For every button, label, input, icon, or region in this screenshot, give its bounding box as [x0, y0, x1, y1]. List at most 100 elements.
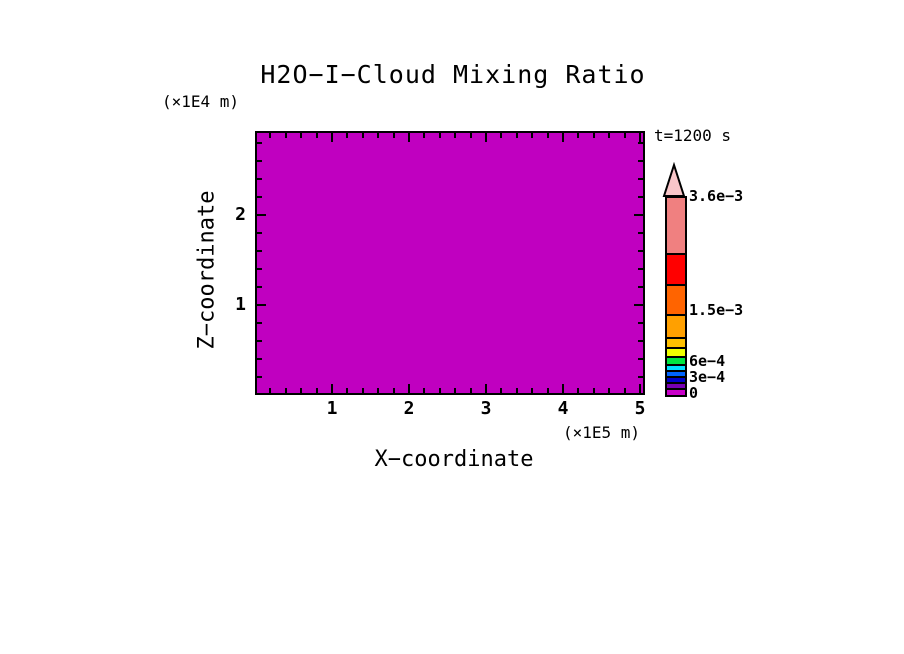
axis-tick: [562, 384, 564, 393]
axis-tick: [257, 232, 262, 234]
axis-tick: [316, 133, 318, 138]
axis-tick: [346, 388, 348, 393]
axis-tick: [257, 376, 262, 378]
colorbar-level-label: 6e−4: [689, 352, 726, 370]
axis-tick: [531, 133, 533, 138]
axis-tick: [638, 268, 643, 270]
axis-tick: [562, 133, 564, 142]
colorbar-segment: [667, 198, 685, 255]
axis-tick: [638, 250, 643, 252]
axis-tick: [547, 133, 549, 138]
axis-tick: [377, 133, 379, 138]
y-axis-unit-label: (×1E4 m): [162, 92, 240, 111]
x-tick-label: 3: [480, 398, 492, 419]
axis-tick: [531, 388, 533, 393]
axis-tick: [516, 133, 518, 138]
axis-tick: [634, 214, 643, 216]
axis-tick: [547, 388, 549, 393]
axis-tick: [485, 384, 487, 393]
axis-tick: [639, 384, 641, 393]
colorbar-segment: [667, 255, 685, 286]
axis-tick: [257, 160, 262, 162]
axis-tick: [638, 196, 643, 198]
axis-tick: [257, 268, 262, 270]
axis-tick: [346, 133, 348, 138]
axis-tick: [608, 133, 610, 138]
axis-tick: [269, 133, 271, 138]
axis-tick: [257, 178, 262, 180]
axis-tick: [377, 388, 379, 393]
axis-tick: [470, 133, 472, 138]
colorbar-segment: [667, 358, 685, 366]
colorbar-level-label: 0: [689, 384, 699, 402]
axis-tick: [593, 388, 595, 393]
x-axis-title: X−coordinate: [374, 447, 534, 472]
axis-tick: [362, 133, 364, 138]
axis-tick: [634, 304, 643, 306]
axis-tick: [423, 388, 425, 393]
axis-tick: [638, 322, 643, 324]
axis-tick: [638, 286, 643, 288]
axis-tick: [638, 178, 643, 180]
axis-tick: [439, 133, 441, 138]
axis-tick: [439, 388, 441, 393]
axis-tick: [638, 358, 643, 360]
time-annotation: t=1200 s: [654, 126, 732, 145]
axis-tick: [257, 304, 266, 306]
axis-tick: [257, 250, 262, 252]
axis-tick: [300, 388, 302, 393]
chart-title: H2O−I−Cloud Mixing Ratio: [260, 60, 646, 89]
axis-tick: [257, 286, 262, 288]
axis-tick: [638, 376, 643, 378]
axis-tick: [257, 214, 266, 216]
plot-area: [255, 131, 645, 395]
axis-tick: [300, 133, 302, 138]
x-tick-label: 4: [557, 398, 569, 419]
colorbar-segment: [667, 366, 685, 372]
x-tick-label: 5: [634, 398, 646, 419]
axis-tick: [393, 388, 395, 393]
axis-tick: [257, 358, 262, 360]
axis-tick: [257, 196, 262, 198]
axis-tick: [454, 388, 456, 393]
axis-tick: [639, 133, 641, 142]
colorbar-segment: [667, 316, 685, 339]
axis-tick: [285, 133, 287, 138]
axis-tick: [362, 388, 364, 393]
axis-tick: [638, 340, 643, 342]
colorbar: [665, 196, 687, 397]
y-tick-label: 2: [235, 204, 246, 225]
x-tick-label: 2: [403, 398, 415, 419]
x-tick-label: 1: [326, 398, 338, 419]
axis-tick: [269, 388, 271, 393]
colorbar-segment: [667, 286, 685, 316]
axis-tick: [577, 133, 579, 138]
axis-tick: [408, 384, 410, 393]
axis-tick: [516, 388, 518, 393]
axis-tick: [624, 133, 626, 138]
colorbar-segment: [667, 372, 685, 378]
axis-tick: [408, 133, 410, 142]
colorbar-level-label: 1.5e−3: [689, 301, 744, 319]
colorbar-overflow-triangle: [662, 162, 686, 197]
axis-tick: [331, 384, 333, 393]
colorbar-segment: [667, 339, 685, 349]
axis-tick: [500, 133, 502, 138]
axis-tick: [285, 388, 287, 393]
colorbar-level-label: 3e−4: [689, 368, 726, 386]
axis-tick: [485, 133, 487, 142]
x-axis-unit-label: (×1E5 m): [563, 423, 641, 442]
colorbar-segment: [667, 390, 685, 395]
axis-tick: [500, 388, 502, 393]
y-tick-label: 1: [235, 294, 246, 315]
axis-tick: [331, 133, 333, 142]
colorbar-level-label: 3.6e−3: [689, 187, 744, 205]
axis-tick: [257, 340, 262, 342]
axis-tick: [608, 388, 610, 393]
axis-tick: [638, 160, 643, 162]
axis-tick: [257, 322, 262, 324]
axis-tick: [577, 388, 579, 393]
colorbar-segment: [667, 349, 685, 358]
axis-tick: [423, 133, 425, 138]
